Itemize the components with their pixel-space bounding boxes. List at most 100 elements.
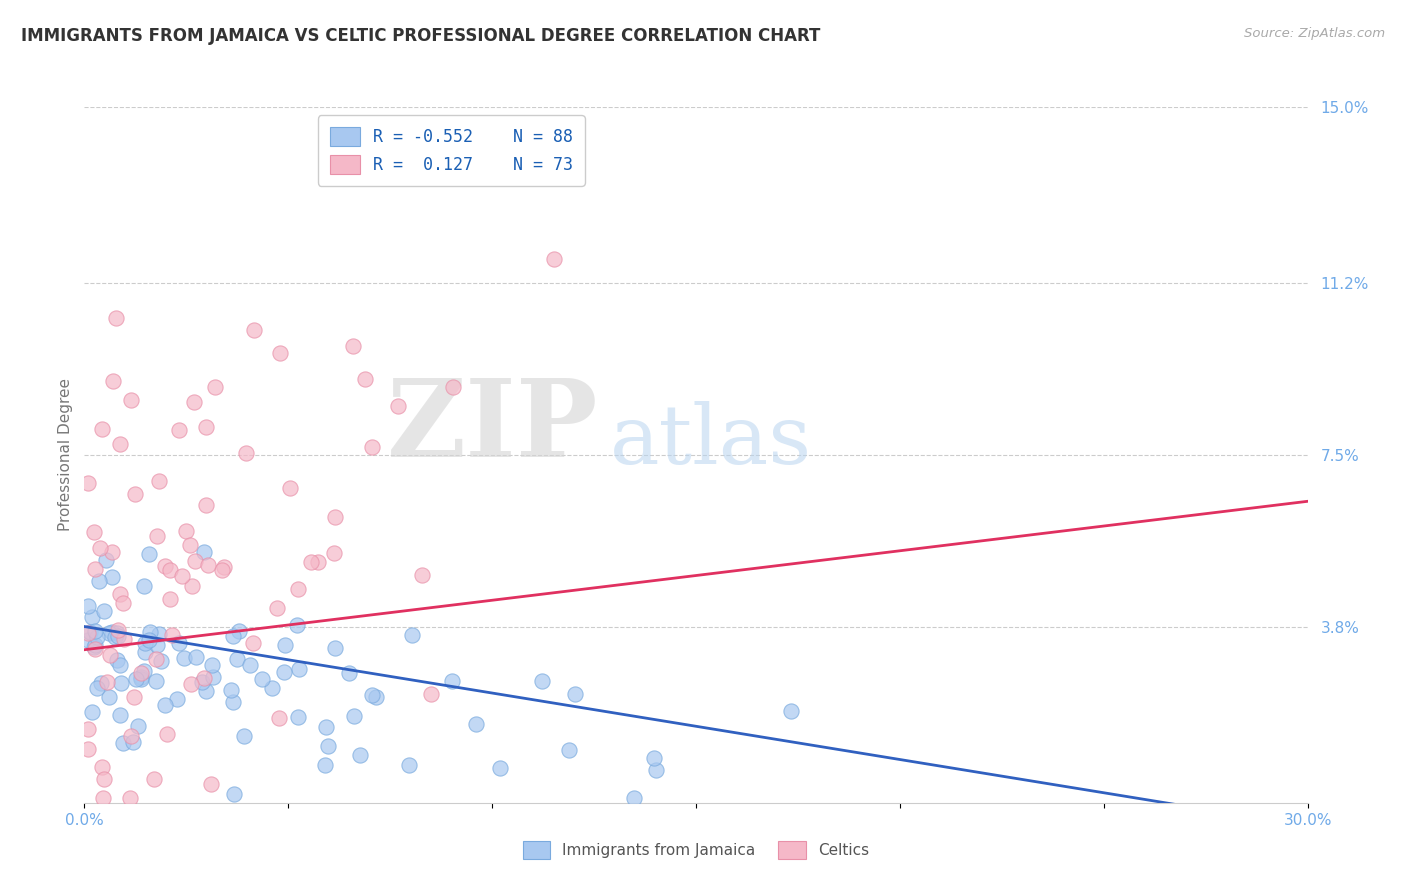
Point <box>558 743 581 757</box>
Point <box>195 498 218 512</box>
Point <box>159 592 181 607</box>
Point <box>167 636 190 650</box>
Point <box>353 372 375 386</box>
Point <box>129 672 152 686</box>
Point <box>211 563 233 577</box>
Point <box>623 791 645 805</box>
Point <box>89 574 111 588</box>
Point <box>77 742 100 756</box>
Point <box>235 446 257 460</box>
Point <box>93 604 115 618</box>
Point <box>84 624 107 639</box>
Point <box>222 696 245 710</box>
Point <box>239 658 262 673</box>
Point <box>112 736 135 750</box>
Point <box>361 689 384 703</box>
Point <box>267 711 290 725</box>
Point <box>183 394 205 409</box>
Point <box>110 675 132 690</box>
Point <box>93 772 115 787</box>
Point <box>194 420 217 434</box>
Point <box>262 681 284 695</box>
Point <box>104 310 127 325</box>
Point <box>104 630 127 644</box>
Point <box>643 751 665 765</box>
Point <box>780 705 803 719</box>
Point <box>250 673 273 687</box>
Legend: Immigrants from Jamaica, Celtics: Immigrants from Jamaica, Celtics <box>516 835 876 864</box>
Point <box>411 568 433 582</box>
Point <box>83 640 105 654</box>
Point <box>108 437 131 451</box>
Point <box>91 760 114 774</box>
Point <box>83 641 105 656</box>
Point <box>118 791 141 805</box>
Point <box>285 617 308 632</box>
Point <box>79 625 101 640</box>
Point <box>287 710 309 724</box>
Point <box>129 670 152 684</box>
Point <box>86 630 108 644</box>
Point <box>101 570 124 584</box>
Point <box>342 339 364 353</box>
Point <box>173 651 195 665</box>
Point <box>323 640 346 655</box>
Text: IMMIGRANTS FROM JAMAICA VS CELTIC PROFESSIONAL DEGREE CORRELATION CHART: IMMIGRANTS FROM JAMAICA VS CELTIC PROFES… <box>21 27 821 45</box>
Point <box>530 673 553 688</box>
Point <box>94 552 117 566</box>
Point <box>174 524 197 539</box>
Point <box>191 674 214 689</box>
Point <box>441 380 464 394</box>
Point <box>107 626 129 640</box>
Point <box>91 791 114 805</box>
Point <box>288 662 311 676</box>
Point <box>197 558 219 572</box>
Text: Source: ZipAtlas.com: Source: ZipAtlas.com <box>1244 27 1385 40</box>
Point <box>337 666 360 681</box>
Point <box>84 638 107 652</box>
Point <box>307 555 329 569</box>
Point <box>564 687 586 701</box>
Point <box>170 569 193 583</box>
Point <box>120 729 142 743</box>
Point <box>202 671 225 685</box>
Point <box>145 638 167 652</box>
Point <box>114 632 136 646</box>
Point <box>98 648 121 662</box>
Point <box>90 676 112 690</box>
Point <box>222 629 245 643</box>
Point <box>80 610 103 624</box>
Point <box>77 625 100 640</box>
Point <box>108 587 131 601</box>
Point <box>314 758 336 772</box>
Point <box>77 475 100 490</box>
Point <box>266 600 288 615</box>
Point <box>107 624 129 638</box>
Point <box>138 547 160 561</box>
Point <box>121 393 143 408</box>
Point <box>159 563 181 577</box>
Point <box>299 555 322 569</box>
Point <box>125 673 148 687</box>
Point <box>122 734 145 748</box>
Point <box>364 690 387 704</box>
Point <box>105 652 128 666</box>
Point <box>108 708 131 723</box>
Point <box>127 718 149 732</box>
Point <box>155 559 177 574</box>
Text: ZIP: ZIP <box>387 374 598 480</box>
Y-axis label: Professional Degree: Professional Degree <box>58 378 73 532</box>
Point <box>82 706 104 720</box>
Point <box>110 658 132 673</box>
Point <box>287 582 309 597</box>
Point <box>139 624 162 639</box>
Point <box>98 690 121 705</box>
Point <box>86 681 108 695</box>
Point <box>201 658 224 673</box>
Point <box>242 322 264 336</box>
Point <box>194 684 217 698</box>
Point <box>84 561 107 575</box>
Point <box>124 487 146 501</box>
Point <box>349 747 371 762</box>
Point <box>184 553 207 567</box>
